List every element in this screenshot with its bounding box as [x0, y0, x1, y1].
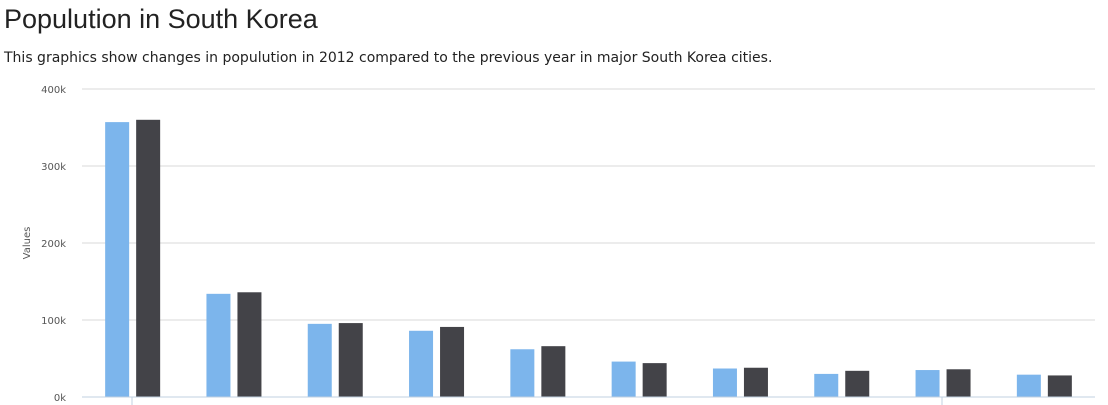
- bar-series-1-item-1[interactable]: [105, 122, 130, 398]
- y-tick-label: 0k: [54, 393, 66, 404]
- bar-series-1-item-8[interactable]: [814, 373, 839, 397]
- bar-series-2-item-6[interactable]: [642, 363, 667, 397]
- bar-series-2-item-8[interactable]: [845, 370, 870, 397]
- bar-series-1-item-6[interactable]: [611, 361, 636, 397]
- bar-series-2-item-9[interactable]: [946, 369, 971, 397]
- bar-series-2-item-10[interactable]: [1047, 375, 1072, 397]
- bars: [105, 119, 1072, 398]
- bar-series-2-item-4[interactable]: [440, 326, 465, 397]
- chart-title: Populution in South Korea: [4, 4, 318, 34]
- bar-series-1-item-5[interactable]: [510, 349, 535, 397]
- y-tick-label: 200k: [41, 239, 66, 250]
- y-tick-labels: 0k 100k 200k 300k 400k: [41, 85, 66, 404]
- y-axis-title: Values: [22, 227, 33, 260]
- bar-series-2-item-1[interactable]: [136, 119, 161, 398]
- bar-series-1-item-10[interactable]: [1016, 374, 1041, 397]
- bar-series-1-item-2[interactable]: [206, 293, 231, 397]
- chart-subtitle: This graphics show changes in populution…: [4, 50, 773, 66]
- bar-series-2-item-7[interactable]: [743, 367, 768, 397]
- bar-series-1-item-3[interactable]: [307, 323, 332, 397]
- y-tick-label: 400k: [41, 85, 66, 96]
- bar-series-2-item-2[interactable]: [237, 292, 262, 397]
- bar-series-1-item-9[interactable]: [915, 370, 940, 397]
- bar-series-1-item-4[interactable]: [409, 330, 434, 397]
- y-tick-label: 300k: [41, 162, 66, 173]
- x-axis-ticks: [131, 397, 943, 405]
- bar-series-1-item-7[interactable]: [712, 368, 737, 397]
- bar-series-2-item-3[interactable]: [338, 323, 363, 397]
- bar-series-2-item-5[interactable]: [541, 346, 566, 397]
- gridlines: [82, 88, 1095, 321]
- y-tick-label: 100k: [41, 316, 66, 327]
